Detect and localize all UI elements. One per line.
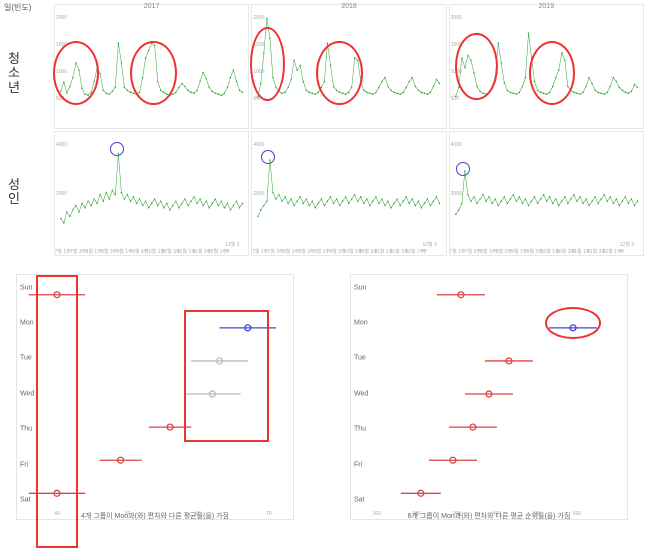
highlight-ellipse [545,307,601,339]
right-interval-plot: SunMonTueWedThuFriSat1002003004005006006… [350,274,628,520]
top-chart-region: 일(빈도) 년도 청소년 성인 201720001500100050020182… [0,0,652,260]
ts-panel-2: 2019200015001000500 [449,4,644,129]
highlight-ring [250,27,285,101]
left-interval-plot: SunMonTueWedThuFriSat405060704개 그룹이 Mon과… [16,274,294,520]
row-label-adult: 성인 [8,178,20,207]
highlight-ring-small [110,142,124,156]
highlight-ring [529,41,575,105]
highlight-ring-small [456,162,470,176]
top-panel-grid: 2017200015001000500201820001500100050020… [54,4,644,256]
highlight-ring [316,41,362,105]
bottom-chart-region: SunMonTueWedThuFriSat405060704개 그룹이 Mon과… [0,260,652,526]
super-title: 년도 [320,0,333,2]
ts-panel-1: 2018200015001000500 [251,4,446,129]
y-axis-label: 일(빈도) [4,2,31,13]
highlight-rect [184,310,269,442]
highlight-ring [455,33,498,101]
ts-panel-5: 400020007월 1주7월 3주8월 1주8월 3주9월 1주9월 3주10… [449,131,644,256]
highlight-ring [53,41,99,105]
highlight-ring-small [261,150,275,164]
ts-panel-3: 400020007월 1주7월 3주8월 1주8월 3주9월 1주9월 3주10… [54,131,249,256]
row-label-youth: 청소년 [8,52,20,95]
ts-panel-0: 2017200015001000500 [54,4,249,129]
ts-panel-4: 400020007월 1주7월 3주8월 1주8월 3주9월 1주9월 3주10… [251,131,446,256]
highlight-ring [130,41,176,105]
highlight-rect [36,275,78,548]
